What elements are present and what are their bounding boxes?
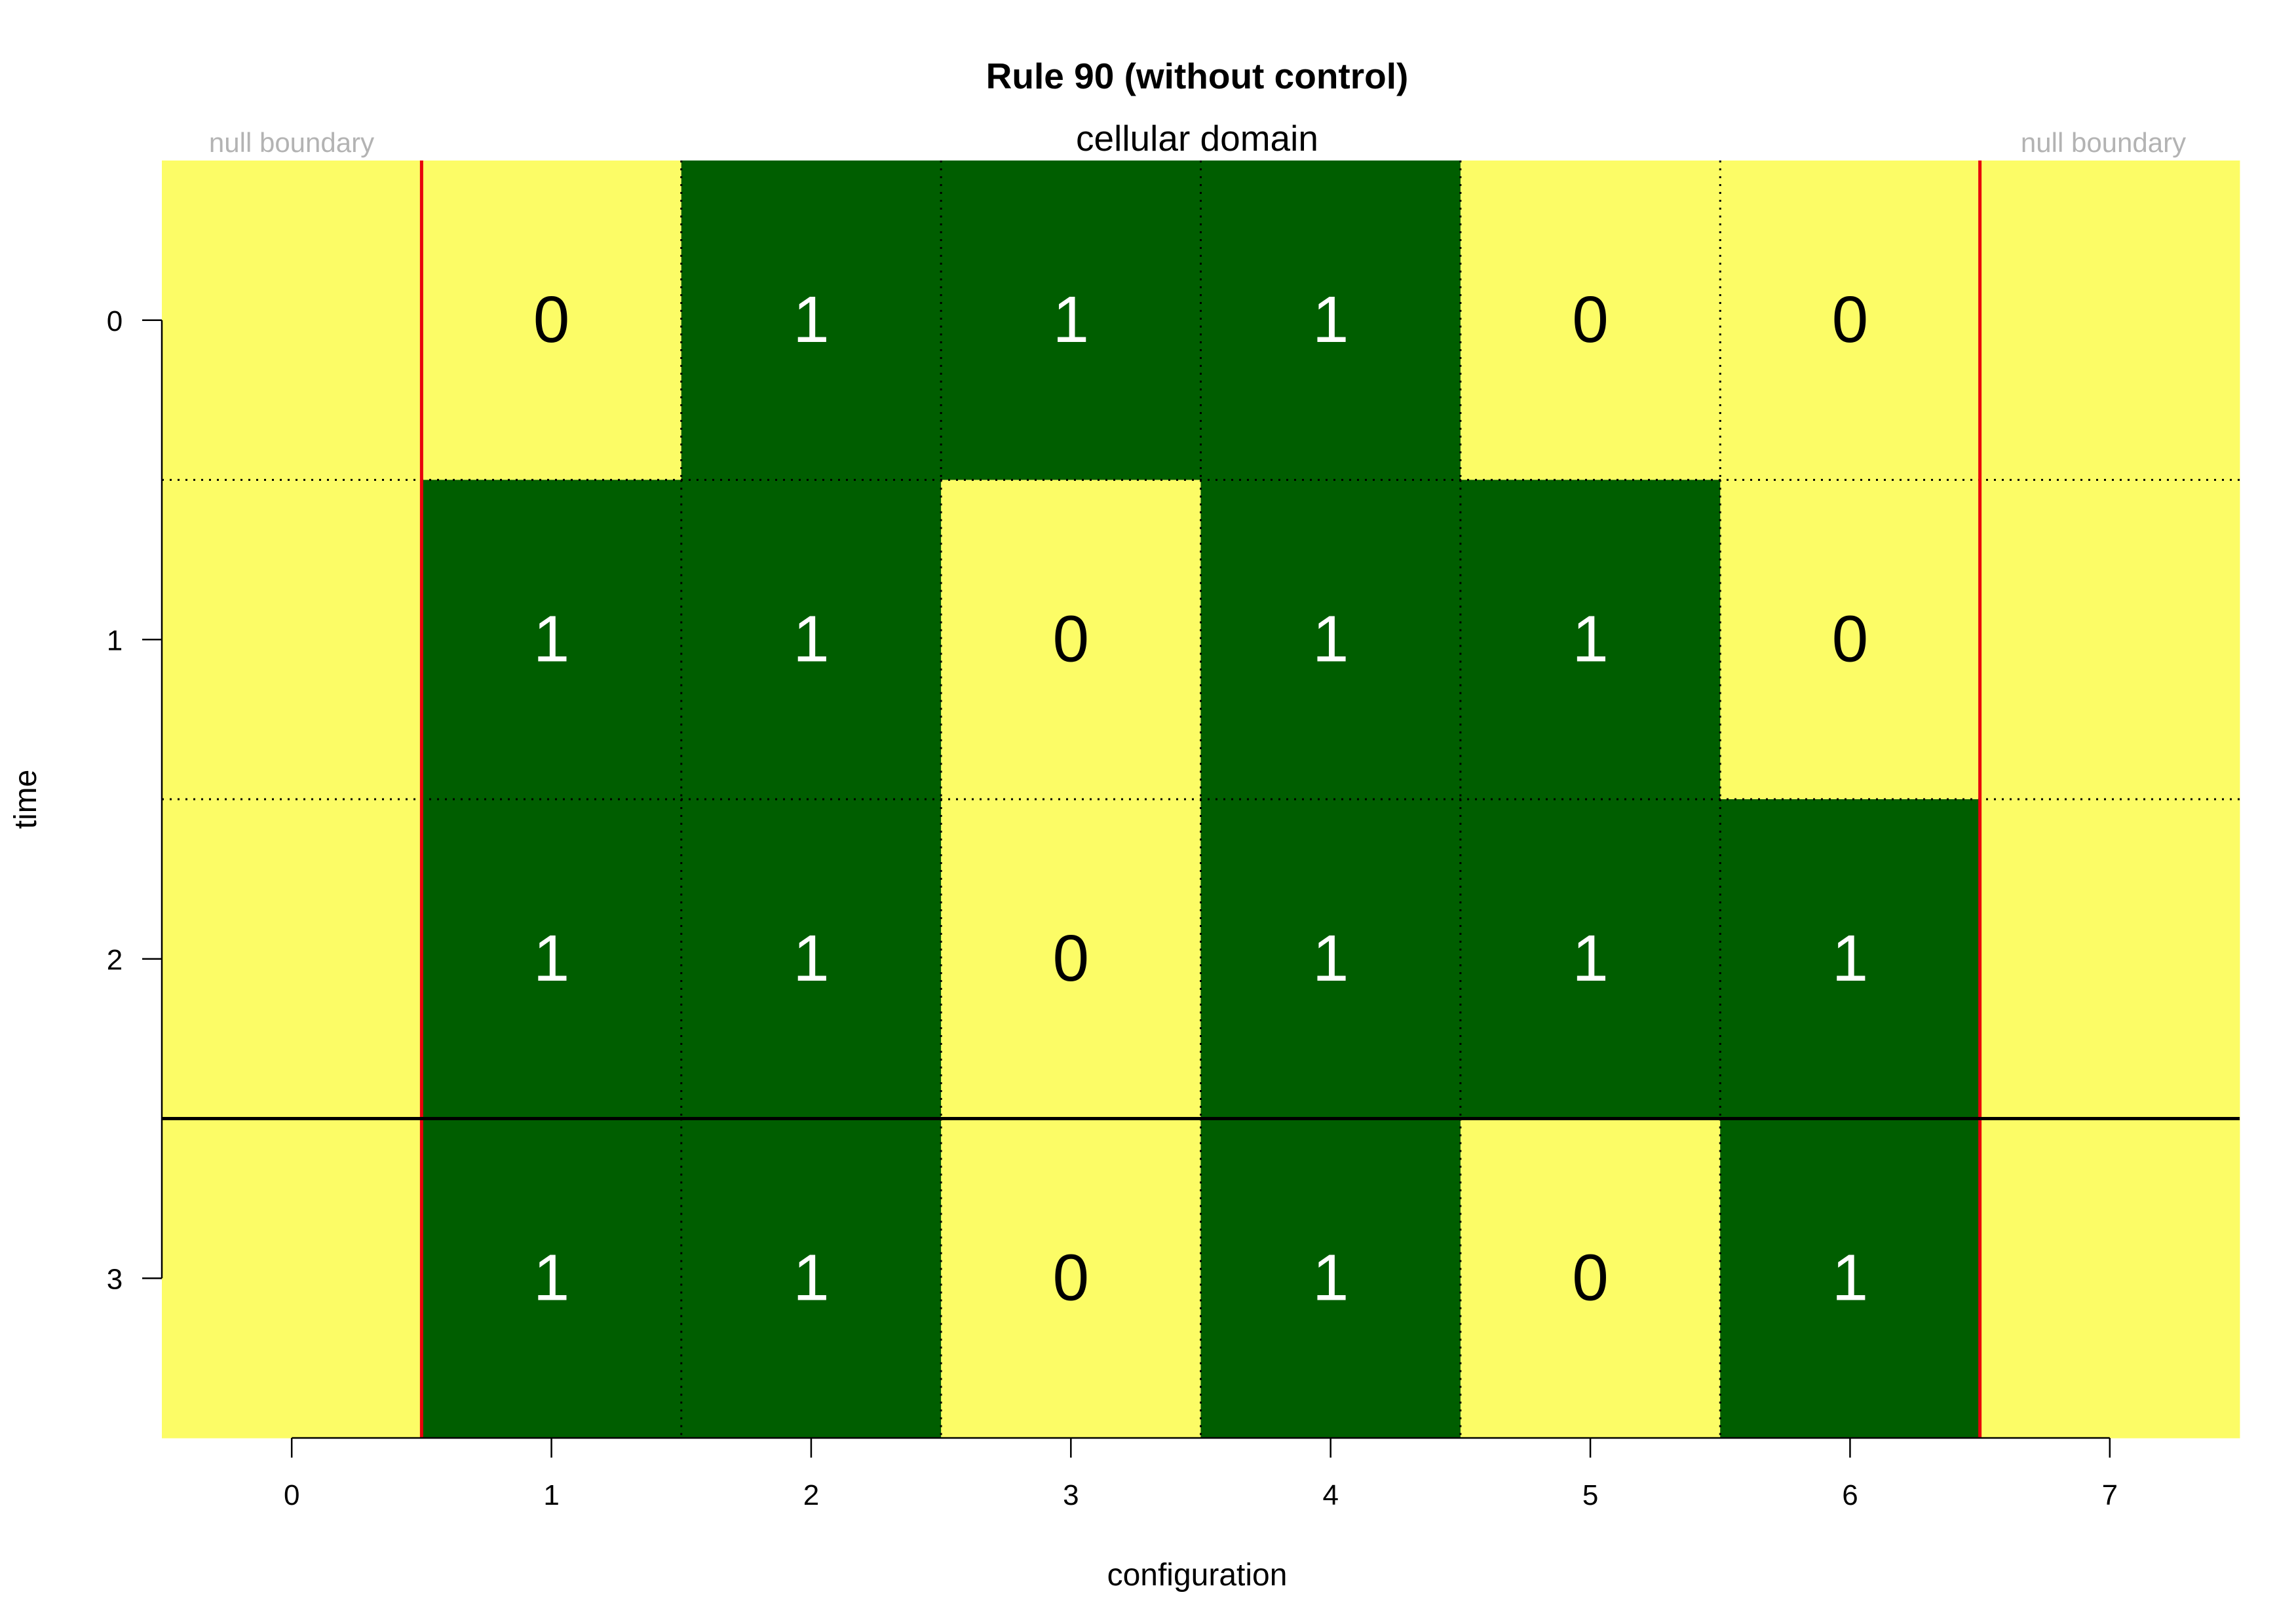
cell [681,799,942,1119]
cell [1720,480,1981,800]
boundary-cell [162,480,422,800]
boundary-cell [1980,161,2240,480]
cell-value-label: 0 [1053,1241,1090,1314]
cell-value-label: 1 [533,922,570,995]
cell [1200,161,1461,480]
cell-value-label: 1 [1572,602,1609,675]
cell [1460,161,1721,480]
cell-value-label: 1 [1572,922,1609,995]
boundary-label-right: null boundary [2021,127,2186,158]
chart-title: Rule 90 (without control) [986,56,1409,96]
cell-value-label: 1 [1832,922,1869,995]
cell-value-label: 1 [793,602,830,675]
cell [421,799,682,1119]
x-tick-label: 4 [1322,1479,1338,1511]
y-tick-label: 3 [107,1263,123,1295]
y-tick-label: 2 [107,944,123,976]
cell-value-label: 0 [1572,283,1609,356]
cell [1460,1118,1721,1439]
cell-value-label: 0 [1832,602,1869,675]
cell [1200,1118,1461,1439]
x-tick-label: 7 [2102,1479,2118,1511]
axes: 0 1 2 3 4 5 6 7 0 1 2 3 [107,305,2118,1511]
cell-value-label: 1 [533,1241,570,1314]
x-tick-label: 0 [284,1479,299,1511]
cell-value-label: 1 [793,1241,830,1314]
x-tick-label: 1 [543,1479,559,1511]
cell [941,480,1201,800]
cell [421,161,682,480]
cell-value-label: 1 [1053,283,1090,356]
cell-value-label: 0 [1572,1241,1609,1314]
cell-value-label: 0 [1053,922,1090,995]
y-tick-label: 1 [107,624,123,656]
cell [1460,799,1721,1119]
gridlines [162,161,2240,1438]
cell [1460,480,1721,800]
boundary-label-left: null boundary [209,127,374,158]
cell-value-label: 1 [533,602,570,675]
cell-value-label: 0 [1053,602,1090,675]
x-axis-label: configuration [1107,1558,1288,1593]
boundary-cell [1980,1118,2240,1439]
cell-value-label: 1 [1312,922,1349,995]
cell [1200,480,1461,800]
cell [681,480,942,800]
x-tick-label: 6 [1842,1479,1858,1511]
y-tick-label: 0 [107,305,123,337]
cell-value-label: 1 [793,283,830,356]
boundary-cell [162,1118,422,1439]
cell [1720,161,1981,480]
cell [1200,799,1461,1119]
x-tick-label: 5 [1582,1479,1598,1511]
cell [941,799,1201,1119]
cell-value-label: 1 [1312,1241,1349,1314]
boundary-cell [162,799,422,1119]
cell-value-label: 1 [1312,283,1349,356]
cell-grid: 0 1 1 1 0 0 1 1 0 1 1 0 1 1 0 1 1 1 1 1 0 1 0 1 [162,161,2240,1439]
y-axis-label: time [9,770,43,829]
chart-subtitle: cellular domain [1076,118,1318,159]
cell-value-label: 1 [1312,602,1349,675]
x-tick-label: 3 [1063,1479,1079,1511]
boundary-cell [162,161,422,480]
cell [421,1118,682,1439]
cell [941,1118,1201,1439]
cell [681,161,942,480]
cell-value-label: 1 [1832,1241,1869,1314]
cell-value-label: 0 [1832,283,1869,356]
cell [681,1118,942,1439]
cell-value-label: 1 [793,922,830,995]
cell [941,161,1201,480]
x-tick-label: 2 [803,1479,819,1511]
cell [1720,799,1981,1119]
overlay-lines [162,161,2240,1438]
boundary-cell [1980,480,2240,800]
boundary-cell [1980,799,2240,1119]
cell [421,480,682,800]
cell [1720,1118,1981,1439]
cell-value-label: 0 [533,283,570,356]
